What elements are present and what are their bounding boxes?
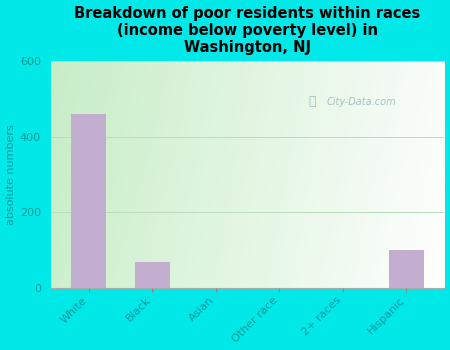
Bar [71, 114, 106, 288]
Y-axis label: absolute numbers: absolute numbers [5, 124, 16, 225]
Text: City-Data.com: City-Data.com [326, 97, 396, 107]
Bar [389, 250, 424, 288]
Title: Breakdown of poor residents within races
(income below poverty level) in
Washing: Breakdown of poor residents within races… [74, 6, 421, 55]
Text: ⓘ: ⓘ [309, 95, 316, 108]
Bar [135, 262, 170, 288]
